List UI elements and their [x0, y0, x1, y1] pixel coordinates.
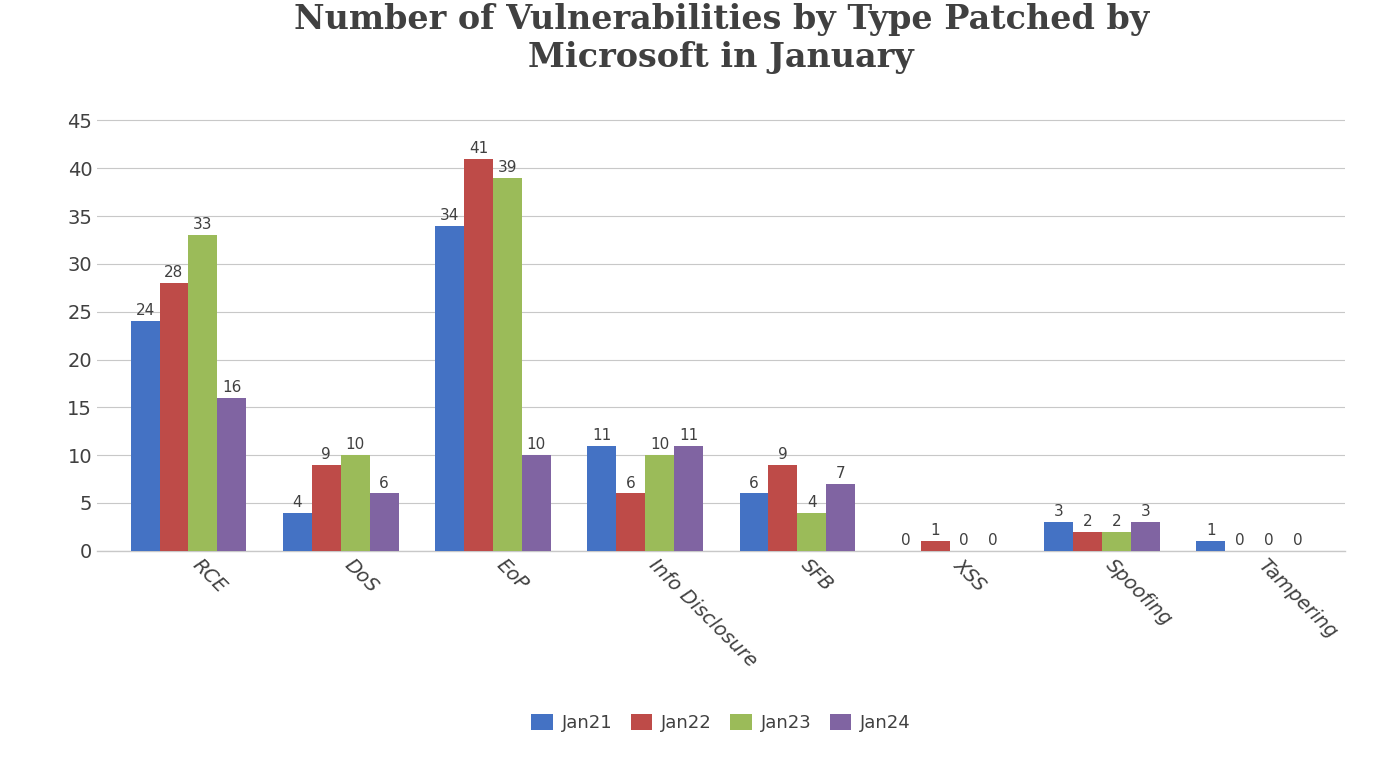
Text: 9: 9	[322, 447, 331, 462]
Bar	[587, 445, 616, 551]
Text: 34: 34	[440, 208, 459, 223]
Bar	[1044, 522, 1074, 551]
Bar	[921, 542, 950, 551]
Bar	[768, 464, 798, 551]
Text: 39: 39	[498, 160, 517, 175]
Bar	[1074, 532, 1101, 551]
Bar	[645, 455, 674, 551]
Text: 10: 10	[527, 438, 546, 452]
Bar	[341, 455, 369, 551]
Text: 6: 6	[379, 476, 388, 490]
Bar	[189, 236, 218, 551]
Bar	[1101, 532, 1130, 551]
Bar	[1196, 542, 1225, 551]
Text: 7: 7	[836, 466, 846, 481]
Text: 10: 10	[651, 438, 669, 452]
Bar	[522, 455, 551, 551]
Bar	[160, 283, 189, 551]
Bar	[369, 493, 398, 551]
Text: 2: 2	[1111, 514, 1121, 529]
Bar	[465, 159, 492, 551]
Text: 0: 0	[1264, 533, 1273, 548]
Bar	[798, 513, 827, 551]
Legend: Jan21, Jan22, Jan23, Jan24: Jan21, Jan22, Jan23, Jan24	[524, 707, 918, 740]
Bar	[827, 483, 856, 551]
Text: 0: 0	[960, 533, 970, 548]
Bar	[283, 513, 312, 551]
Text: 6: 6	[626, 476, 635, 490]
Text: 1: 1	[931, 523, 940, 539]
Bar	[1130, 522, 1160, 551]
Text: 41: 41	[469, 141, 488, 156]
Text: 11: 11	[592, 428, 612, 443]
Bar	[739, 493, 768, 551]
Text: 0: 0	[1293, 533, 1302, 548]
Bar	[616, 493, 645, 551]
Title: Number of Vulnerabilities by Type Patched by
Microsoft in January: Number of Vulnerabilities by Type Patche…	[294, 2, 1148, 73]
Bar	[436, 226, 465, 551]
Text: 6: 6	[749, 476, 759, 490]
Text: 4: 4	[807, 495, 817, 509]
Text: 0: 0	[1234, 533, 1244, 548]
Text: 0: 0	[988, 533, 997, 548]
Bar	[674, 445, 703, 551]
Text: 9: 9	[778, 447, 788, 462]
Text: 28: 28	[164, 265, 183, 280]
Bar	[492, 178, 522, 551]
Text: 24: 24	[136, 304, 155, 318]
Text: 3: 3	[1054, 504, 1064, 519]
Text: 33: 33	[193, 217, 212, 233]
Text: 4: 4	[293, 495, 302, 509]
Text: 1: 1	[1205, 523, 1215, 539]
Text: 11: 11	[678, 428, 698, 443]
Text: 2: 2	[1082, 514, 1092, 529]
Text: 0: 0	[902, 533, 911, 548]
Bar	[312, 464, 341, 551]
Bar	[218, 398, 247, 551]
Bar	[130, 321, 160, 551]
Text: 3: 3	[1140, 504, 1150, 519]
Text: 10: 10	[345, 438, 365, 452]
Text: 16: 16	[222, 380, 241, 395]
